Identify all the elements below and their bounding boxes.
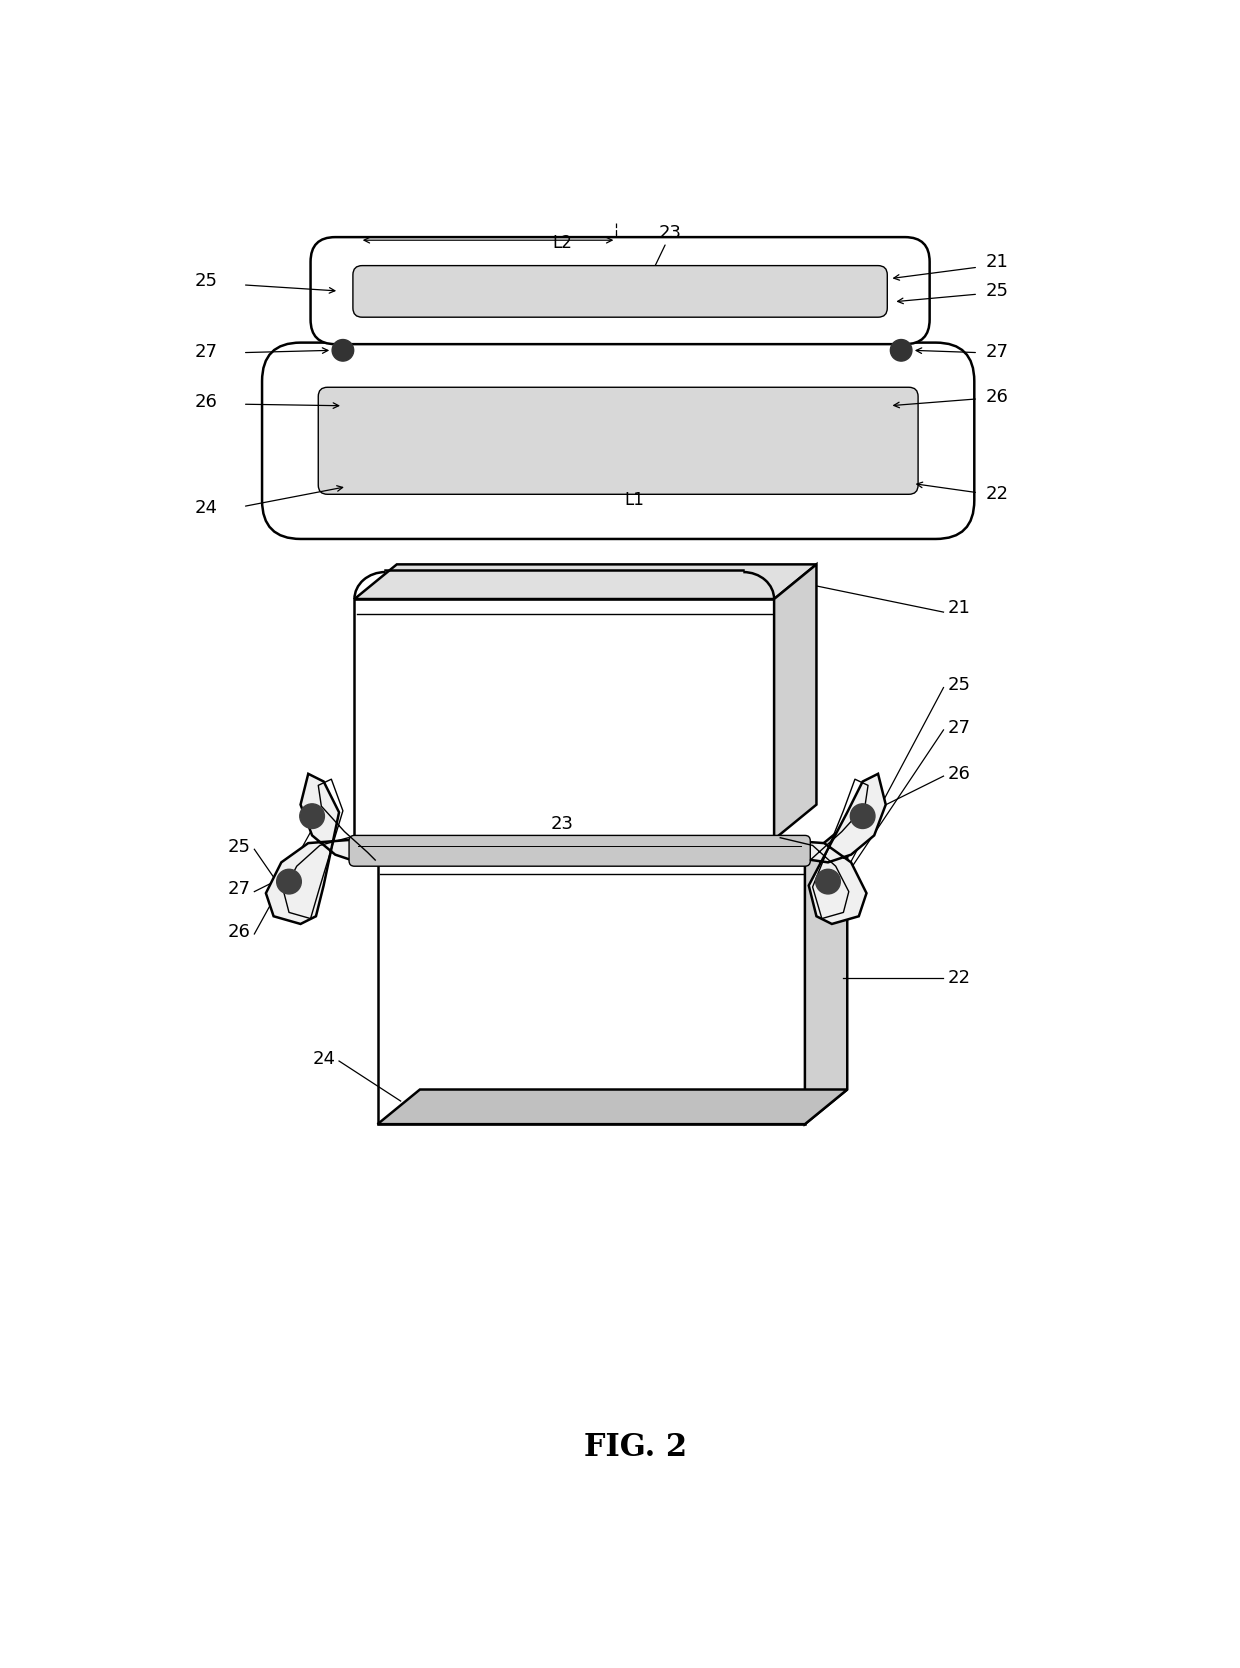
Text: 25: 25 <box>227 837 250 856</box>
FancyBboxPatch shape <box>310 237 930 344</box>
Circle shape <box>332 340 353 360</box>
Polygon shape <box>355 564 816 599</box>
Polygon shape <box>265 774 382 924</box>
Text: 21: 21 <box>947 599 970 617</box>
Text: 22: 22 <box>986 485 1009 504</box>
Polygon shape <box>770 774 885 924</box>
Circle shape <box>851 804 875 829</box>
Text: 23: 23 <box>551 816 574 832</box>
Text: 25: 25 <box>947 676 971 694</box>
Polygon shape <box>805 824 847 1124</box>
FancyBboxPatch shape <box>262 342 975 539</box>
FancyBboxPatch shape <box>350 836 810 866</box>
Circle shape <box>277 869 301 894</box>
FancyBboxPatch shape <box>353 265 888 317</box>
Polygon shape <box>355 599 774 839</box>
Circle shape <box>816 869 841 894</box>
Text: 27: 27 <box>195 344 217 360</box>
Text: 25: 25 <box>195 272 217 290</box>
Text: 23: 23 <box>658 224 682 242</box>
Text: 27: 27 <box>947 719 971 737</box>
FancyBboxPatch shape <box>319 387 918 494</box>
Text: 27: 27 <box>227 881 250 899</box>
Text: 22: 22 <box>947 969 971 987</box>
Text: 25: 25 <box>986 282 1009 300</box>
Text: 26: 26 <box>228 922 250 941</box>
Text: 24: 24 <box>195 499 217 517</box>
Text: 21: 21 <box>986 254 1008 270</box>
Circle shape <box>300 804 325 829</box>
Text: 26: 26 <box>986 387 1008 405</box>
Polygon shape <box>377 859 805 1124</box>
Text: 24: 24 <box>312 1049 335 1068</box>
Text: L2: L2 <box>552 234 573 252</box>
Text: 27: 27 <box>986 344 1009 360</box>
Text: L1: L1 <box>624 492 644 509</box>
Polygon shape <box>774 564 816 839</box>
Circle shape <box>890 340 911 360</box>
Text: 26: 26 <box>947 766 970 782</box>
Polygon shape <box>377 1089 847 1124</box>
Text: FIG. 2: FIG. 2 <box>584 1433 687 1463</box>
Text: 26: 26 <box>195 394 217 410</box>
